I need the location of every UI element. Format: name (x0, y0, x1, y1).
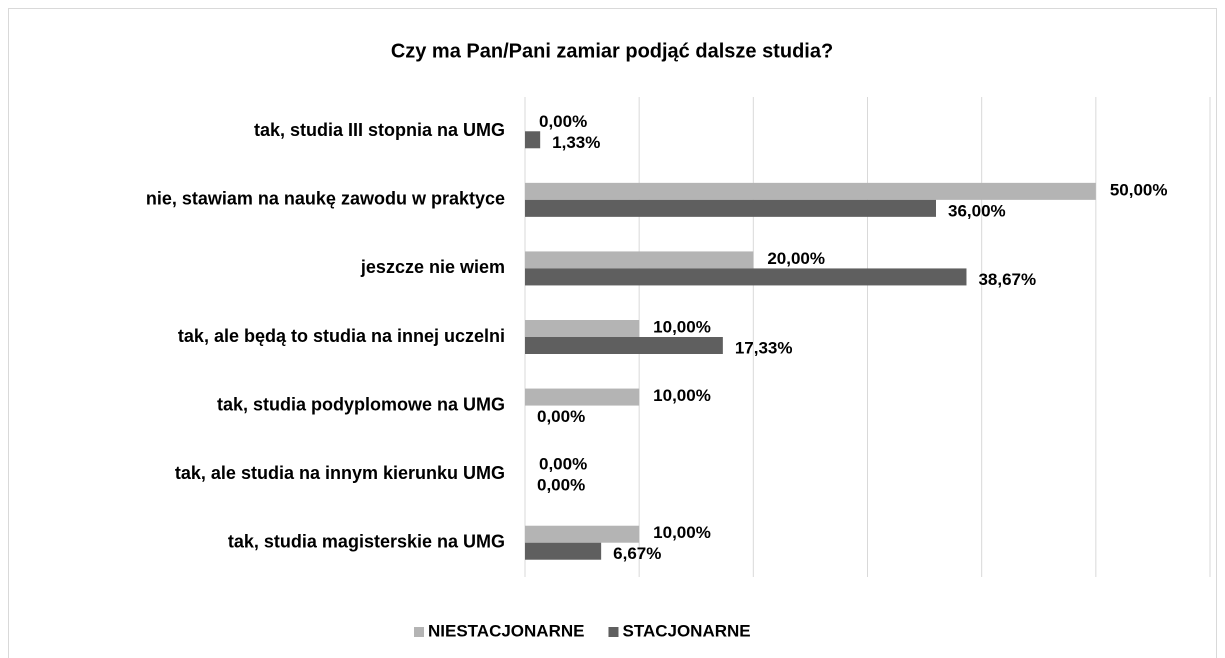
chart-title: Czy ma Pan/Pani zamiar podjąć dalsze stu… (391, 40, 833, 62)
data-label: 10,00% (653, 523, 711, 542)
bar (525, 542, 602, 560)
data-label: 0,00% (539, 112, 587, 131)
bar (525, 337, 723, 354)
y-tick-label: tak, studia podyplomowe na UMG (217, 394, 505, 414)
bar (525, 388, 640, 406)
legend-swatch (414, 627, 424, 637)
legend-label: NIESTACJONARNE (428, 621, 584, 640)
y-tick-label: tak, studia III stopnia na UMG (254, 120, 505, 140)
bar (525, 131, 541, 149)
y-tick-label: jeszcze nie wiem (360, 257, 505, 277)
data-label: 0,00% (537, 407, 585, 426)
data-label: 50,00% (1110, 180, 1168, 199)
y-tick-label: tak, ale będą to studia na innej uczelni (178, 326, 505, 346)
bar (525, 182, 1096, 200)
data-label: 10,00% (653, 317, 711, 336)
y-tick-label: nie, stawiam na naukę zawodu w praktyce (146, 189, 505, 209)
data-label: 17,33% (735, 338, 793, 357)
bar (525, 268, 967, 286)
data-label: 10,00% (653, 386, 711, 405)
data-label: 1,33% (552, 133, 600, 152)
data-label: 0,00% (539, 455, 587, 474)
legend-swatch (608, 627, 619, 637)
data-label: 20,00% (767, 249, 825, 268)
data-label: 0,00% (537, 476, 585, 495)
y-tick-label: tak, ale studia na innym kierunku UMG (175, 463, 505, 483)
data-label: 6,67% (613, 544, 661, 563)
bar (525, 199, 936, 217)
data-label: 36,00% (948, 201, 1006, 220)
data-label: 38,67% (978, 270, 1036, 289)
y-tick-label: tak, studia magisterskie na UMG (228, 531, 505, 551)
bar (525, 320, 640, 337)
bar (525, 525, 640, 543)
bar (525, 251, 754, 269)
legend-label: STACJONARNE (622, 621, 750, 640)
